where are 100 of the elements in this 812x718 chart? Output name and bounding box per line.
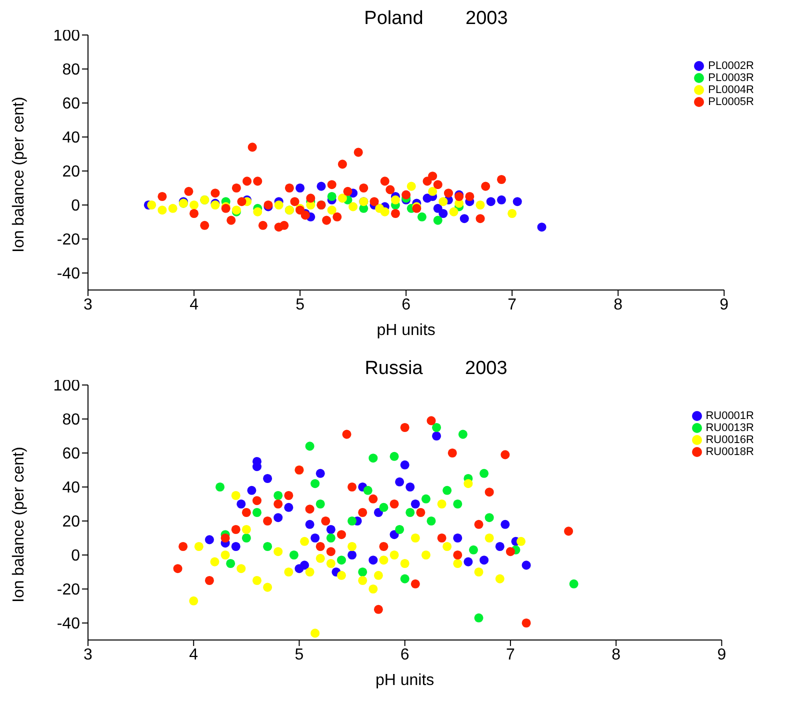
point bbox=[321, 516, 330, 526]
point bbox=[316, 468, 325, 478]
point bbox=[326, 558, 336, 568]
point bbox=[336, 556, 346, 565]
point bbox=[437, 499, 446, 509]
legend-label: RU0001R bbox=[706, 410, 754, 422]
point bbox=[474, 613, 484, 622]
point bbox=[216, 482, 225, 492]
point bbox=[284, 502, 294, 512]
y-axis-title: Ion balance (per cent) bbox=[10, 96, 28, 252]
point bbox=[386, 185, 395, 194]
point bbox=[442, 486, 452, 495]
point bbox=[348, 550, 357, 560]
point bbox=[237, 197, 246, 206]
point bbox=[210, 188, 220, 198]
point bbox=[242, 508, 251, 518]
point bbox=[496, 195, 506, 204]
point bbox=[417, 212, 426, 222]
point bbox=[379, 502, 388, 512]
point bbox=[432, 431, 442, 441]
point bbox=[569, 579, 578, 588]
point bbox=[305, 442, 314, 451]
legend-label: RU0018R bbox=[706, 446, 754, 458]
point bbox=[379, 556, 388, 565]
legend-label: RU0016R bbox=[706, 434, 754, 446]
x-tick-label: 3 bbox=[84, 646, 93, 664]
point bbox=[400, 558, 410, 568]
point bbox=[444, 188, 453, 198]
point bbox=[390, 452, 399, 461]
point bbox=[512, 197, 522, 206]
point bbox=[402, 190, 411, 200]
point bbox=[263, 542, 272, 552]
point bbox=[327, 192, 336, 202]
point bbox=[564, 526, 574, 536]
point bbox=[316, 182, 326, 191]
point bbox=[380, 176, 390, 186]
point bbox=[368, 584, 378, 594]
legend-label: PL0004R bbox=[708, 84, 754, 96]
x-tick-label: 5 bbox=[296, 296, 305, 314]
point bbox=[453, 499, 462, 509]
point bbox=[390, 499, 399, 509]
point bbox=[168, 204, 178, 213]
point bbox=[348, 202, 358, 212]
point bbox=[453, 533, 462, 543]
point bbox=[263, 582, 272, 592]
point bbox=[204, 576, 214, 586]
x-tick-label: 5 bbox=[294, 646, 304, 664]
point bbox=[480, 468, 489, 478]
point bbox=[332, 212, 342, 222]
point bbox=[406, 482, 415, 492]
point bbox=[253, 207, 262, 216]
point bbox=[428, 172, 438, 181]
point bbox=[242, 533, 251, 543]
point bbox=[305, 567, 314, 577]
point bbox=[306, 194, 316, 203]
y-axis-title: Ion balance (per cent) bbox=[10, 446, 28, 602]
y-tick-label: 40 bbox=[62, 130, 80, 147]
legend-label: PL0002R bbox=[708, 60, 754, 72]
point bbox=[158, 206, 167, 215]
point bbox=[316, 542, 325, 552]
point bbox=[426, 416, 436, 426]
point bbox=[258, 220, 268, 230]
point bbox=[426, 516, 436, 526]
point bbox=[178, 542, 188, 552]
point bbox=[374, 508, 383, 518]
point bbox=[300, 536, 310, 546]
point bbox=[231, 542, 240, 552]
point bbox=[484, 513, 494, 522]
point bbox=[500, 450, 510, 460]
point bbox=[252, 576, 262, 586]
y-tick-label: -40 bbox=[56, 266, 80, 283]
point bbox=[453, 550, 462, 560]
x-tick-label: 9 bbox=[717, 646, 726, 664]
point bbox=[290, 197, 300, 206]
point bbox=[410, 533, 420, 543]
point bbox=[484, 488, 494, 497]
point bbox=[289, 550, 298, 560]
point bbox=[252, 508, 262, 518]
point bbox=[395, 477, 404, 486]
point bbox=[348, 482, 357, 492]
point bbox=[495, 574, 504, 584]
y-tick-label: 0 bbox=[71, 548, 80, 565]
point bbox=[464, 479, 473, 488]
point bbox=[368, 454, 378, 463]
point bbox=[476, 214, 485, 224]
point bbox=[310, 628, 320, 638]
x-tick-label: 7 bbox=[506, 646, 516, 664]
point bbox=[226, 558, 236, 568]
point bbox=[374, 570, 383, 580]
point bbox=[200, 220, 210, 230]
point bbox=[158, 192, 167, 202]
point bbox=[437, 533, 446, 543]
point bbox=[537, 222, 546, 232]
point bbox=[342, 430, 352, 439]
point bbox=[390, 208, 400, 218]
point bbox=[327, 180, 336, 190]
point bbox=[274, 547, 283, 556]
point bbox=[190, 208, 199, 218]
point bbox=[284, 490, 294, 500]
point bbox=[173, 564, 182, 574]
